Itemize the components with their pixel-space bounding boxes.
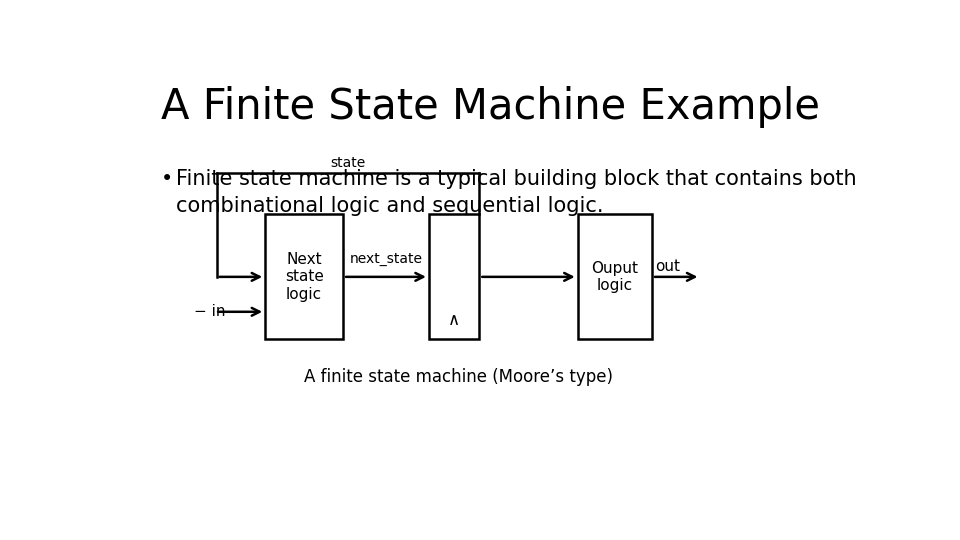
Text: Ouput
logic: Ouput logic <box>591 261 638 293</box>
Text: A Finite State Machine Example: A Finite State Machine Example <box>161 85 820 127</box>
Text: state: state <box>330 156 366 170</box>
Text: ∧: ∧ <box>448 311 460 329</box>
Text: Finite state machine is a typical building block that contains both: Finite state machine is a typical buildi… <box>176 168 856 189</box>
Bar <box>429 214 479 339</box>
Text: out: out <box>655 259 680 274</box>
Text: next_state: next_state <box>349 253 422 266</box>
Bar <box>265 214 344 339</box>
Text: combinational logic and sequential logic.: combinational logic and sequential logic… <box>176 196 603 216</box>
Text: − in: − in <box>194 304 226 319</box>
Text: •: • <box>161 168 173 189</box>
Text: A finite state machine (Moore’s type): A finite state machine (Moore’s type) <box>304 368 613 386</box>
Text: Next
state
logic: Next state logic <box>285 252 324 302</box>
Bar <box>578 214 652 339</box>
